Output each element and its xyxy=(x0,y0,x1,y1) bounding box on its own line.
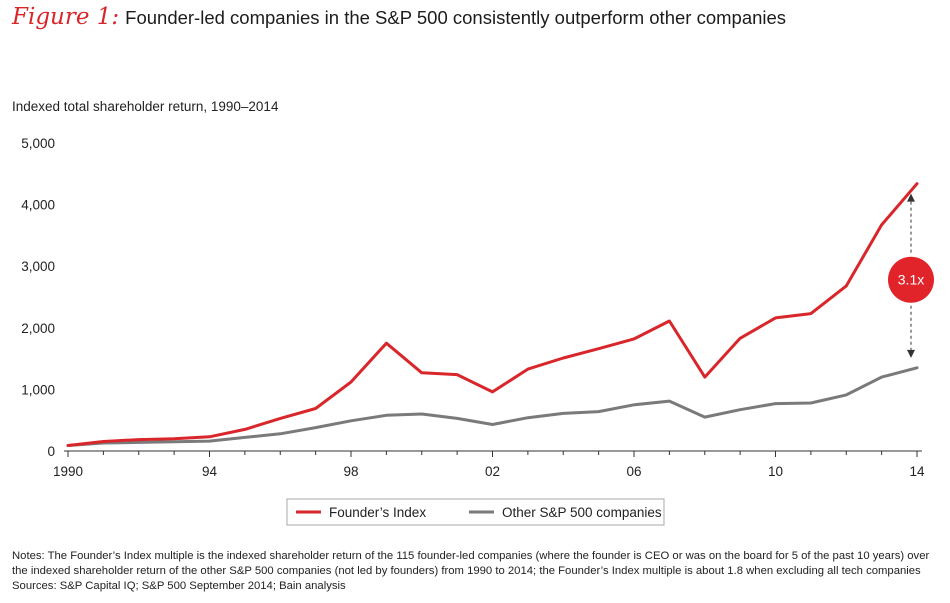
notes-line-2: the indexed shareholder return of the ot… xyxy=(12,565,921,577)
annotation-badge xyxy=(888,256,934,303)
y-tick-label: 5,000 xyxy=(21,136,55,151)
notes: Notes: The Founder’s Index multiple is t… xyxy=(12,549,942,594)
y-tick-label: 1,000 xyxy=(21,382,55,397)
y-axis-label: Indexed total shareholder return, 1990–2… xyxy=(12,99,279,114)
sources-line: Sources: S&P Capital IQ; S&P 500 Septemb… xyxy=(12,580,346,592)
y-tick-label: 4,000 xyxy=(21,198,55,213)
series-line-founders-index xyxy=(66,182,919,447)
x-tick-label: 98 xyxy=(343,464,358,479)
x-tick-label: 10 xyxy=(768,464,783,479)
x-tick-label: 06 xyxy=(626,464,641,479)
figure-label: Figure 1: xyxy=(12,4,120,30)
notes-line-1: Notes: The Founder’s Index multiple is t… xyxy=(12,550,930,562)
x-tick-label: 1990 xyxy=(53,464,83,479)
y-tick-label: 2,000 xyxy=(21,321,55,336)
legend-label: Other S&P 500 companies xyxy=(502,505,662,520)
y-tick-label: 0 xyxy=(47,444,55,459)
line-chart: 0 1,000 2,000 3,000 4,000 5,000 1990 94 98 02 06 10… xyxy=(21,136,934,526)
annotation-arrow-up xyxy=(907,193,915,202)
legend-label: Founder’s Index xyxy=(329,505,426,520)
x-tick-label: 02 xyxy=(485,464,500,479)
y-tick-label: 3,000 xyxy=(21,259,55,274)
annotation-label: 3.1x xyxy=(898,272,924,288)
annotation-arrow-down xyxy=(907,349,915,358)
x-tick-label: 94 xyxy=(202,464,218,479)
series-line-other-sp500 xyxy=(66,366,919,447)
x-tick-label: 14 xyxy=(909,464,925,479)
figure-title: Figure 1: Founder-led companies in the S&… xyxy=(12,4,786,34)
title-text: Founder-led companies in the S&P 500 con… xyxy=(125,7,787,28)
